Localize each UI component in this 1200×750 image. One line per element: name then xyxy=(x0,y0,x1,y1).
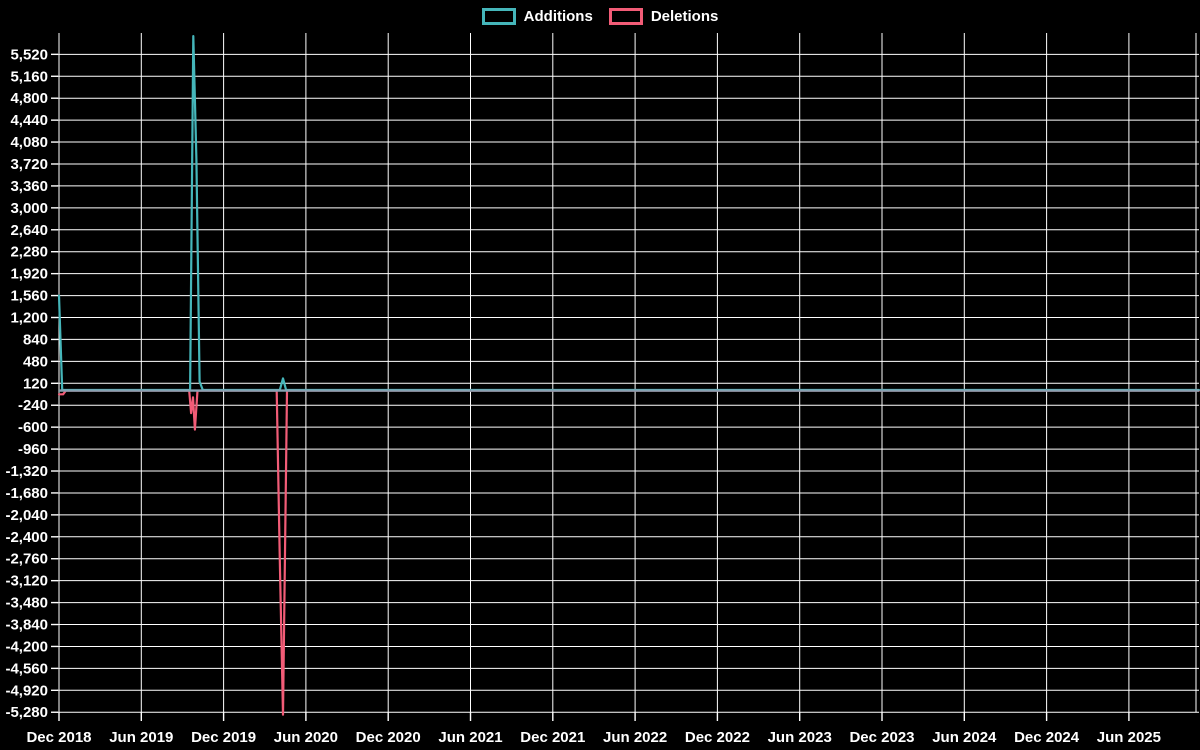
y-tick-label: -600 xyxy=(18,419,48,436)
y-tick-label: -960 xyxy=(18,441,48,458)
y-tick-label: -4,560 xyxy=(5,660,48,677)
x-tick-label: Dec 2018 xyxy=(26,729,91,746)
y-tick-label: 1,200 xyxy=(10,309,48,326)
x-tick-label: Jun 2024 xyxy=(932,729,997,746)
y-tick-label: -240 xyxy=(18,397,48,414)
y-tick-label: 4,800 xyxy=(10,90,48,107)
x-tick-label: Jun 2025 xyxy=(1097,729,1161,746)
y-tick-label: -2,760 xyxy=(5,551,48,568)
y-tick-label: 2,640 xyxy=(10,222,48,239)
chart-legend: Additions Deletions xyxy=(0,8,1200,25)
additions-swatch xyxy=(481,8,516,25)
y-tick-label: 3,360 xyxy=(10,178,48,195)
y-tick-label: -2,400 xyxy=(5,529,48,546)
y-tick-label: -1,680 xyxy=(5,485,48,502)
y-tick-label: 4,080 xyxy=(10,134,48,151)
legend-item-additions[interactable]: Additions xyxy=(481,8,593,25)
x-tick-label: Dec 2020 xyxy=(356,729,421,746)
y-tick-label: -1,320 xyxy=(5,463,48,480)
y-tick-label: -3,480 xyxy=(5,595,48,612)
y-tick-label: 1,560 xyxy=(10,288,48,305)
y-tick-label: 840 xyxy=(23,331,48,348)
y-tick-label: 1,920 xyxy=(10,266,48,283)
x-tick-label: Dec 2024 xyxy=(1014,729,1080,746)
y-tick-label: -3,120 xyxy=(5,573,48,590)
x-tick-label: Jun 2022 xyxy=(603,729,667,746)
x-tick-label: Dec 2019 xyxy=(191,729,256,746)
x-tick-label: Jun 2020 xyxy=(274,729,338,746)
y-tick-label: 3,720 xyxy=(10,156,48,173)
legend-item-deletions[interactable]: Deletions xyxy=(608,8,719,25)
x-tick-label: Dec 2021 xyxy=(520,729,585,746)
y-tick-label: -2,040 xyxy=(5,507,48,524)
legend-label-additions: Additions xyxy=(523,8,593,25)
additions-line xyxy=(57,34,1200,392)
x-tick-label: Jun 2019 xyxy=(109,729,173,746)
x-tick-label: Dec 2022 xyxy=(685,729,750,746)
y-tick-label: -4,200 xyxy=(5,638,48,655)
deletions-line xyxy=(57,389,1200,716)
y-tick-label: 480 xyxy=(23,353,48,370)
legend-label-deletions: Deletions xyxy=(650,8,719,25)
y-tick-label: 120 xyxy=(23,375,48,392)
deletions-swatch xyxy=(608,8,643,25)
y-tick-label: -3,840 xyxy=(5,617,48,634)
x-tick-label: Jun 2023 xyxy=(768,729,832,746)
y-tick-label: 5,520 xyxy=(10,46,48,63)
x-tick-label: Jun 2021 xyxy=(438,729,502,746)
y-tick-label: 4,440 xyxy=(10,112,48,129)
y-tick-label: 2,280 xyxy=(10,244,48,261)
y-tick-label: 5,160 xyxy=(10,68,48,85)
x-tick-label: Dec 2023 xyxy=(849,729,914,746)
y-tick-label: 3,000 xyxy=(10,200,48,217)
y-tick-label: -5,280 xyxy=(5,704,48,721)
y-tick-label: -4,920 xyxy=(5,682,48,699)
